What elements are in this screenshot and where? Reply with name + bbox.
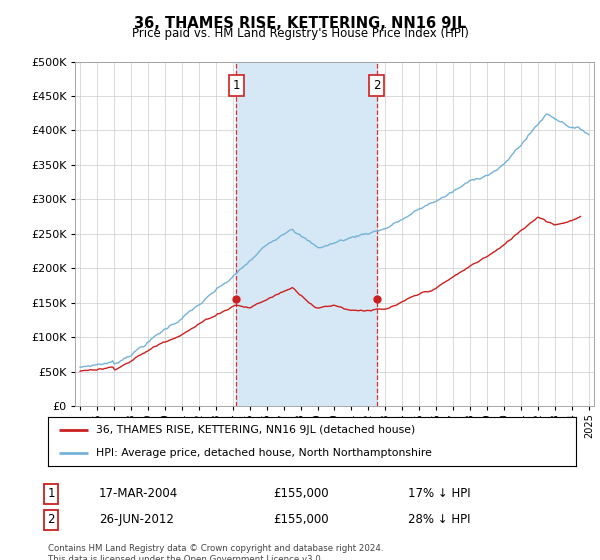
Text: HPI: Average price, detached house, North Northamptonshire: HPI: Average price, detached house, Nort… (95, 447, 431, 458)
Text: 26-JUN-2012: 26-JUN-2012 (99, 513, 174, 526)
Text: £155,000: £155,000 (273, 487, 329, 501)
Text: £155,000: £155,000 (273, 513, 329, 526)
Text: 28% ↓ HPI: 28% ↓ HPI (408, 513, 470, 526)
Text: Price paid vs. HM Land Registry's House Price Index (HPI): Price paid vs. HM Land Registry's House … (131, 27, 469, 40)
Text: 36, THAMES RISE, KETTERING, NN16 9JL: 36, THAMES RISE, KETTERING, NN16 9JL (134, 16, 466, 31)
Text: Contains HM Land Registry data © Crown copyright and database right 2024.
This d: Contains HM Land Registry data © Crown c… (48, 544, 383, 560)
Text: 1: 1 (47, 487, 55, 501)
Text: 36, THAMES RISE, KETTERING, NN16 9JL (detached house): 36, THAMES RISE, KETTERING, NN16 9JL (de… (95, 425, 415, 435)
Text: 2: 2 (47, 513, 55, 526)
Text: 1: 1 (233, 79, 240, 92)
Text: 17% ↓ HPI: 17% ↓ HPI (408, 487, 470, 501)
Bar (236, 62, 377, 406)
Text: 17-MAR-2004: 17-MAR-2004 (99, 487, 178, 501)
Text: 2: 2 (373, 79, 380, 92)
